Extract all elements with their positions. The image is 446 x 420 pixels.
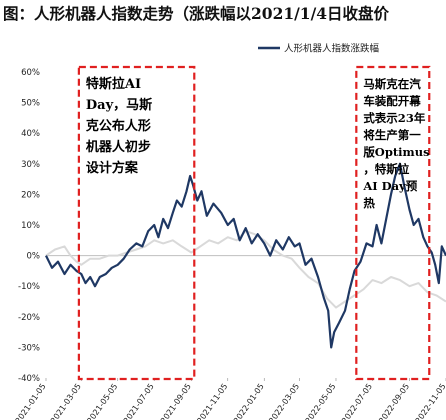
y-tick-label: 0% — [27, 252, 41, 262]
x-tick-label: 2021-07-05 — [122, 382, 156, 420]
annotation-text-line: Day，马斯 — [86, 97, 152, 113]
annotation-text-line: 马斯克在汽 — [363, 77, 421, 91]
chart-title: 图：人形机器人指数走势（涨跌幅以2021/1/4日收盘价 — [3, 4, 390, 23]
y-tick-label: 40% — [21, 129, 40, 139]
annotation-text-line: 热 — [363, 196, 375, 210]
x-tick-label: 2022-03-05 — [267, 382, 301, 420]
annotation-text-line: 车装配开幕 — [363, 94, 421, 108]
x-tick-label: 2022-07-05 — [340, 382, 374, 420]
x-tick-label: 2021-09-05 — [159, 382, 193, 420]
annotation-text-line: ，特斯拉 — [363, 162, 409, 176]
y-tick-label: -20% — [18, 313, 40, 323]
x-tick-label: 2022-09-05 — [377, 382, 411, 420]
series-line-benchmark — [45, 230, 446, 309]
annotation-text-line: 设计方案 — [86, 160, 139, 176]
annotation-text-line: 版Optimus — [363, 145, 429, 159]
y-tick-label: -10% — [18, 282, 40, 292]
annotation-box — [77, 65, 196, 381]
y-tick-label: 10% — [21, 221, 40, 231]
x-tick-label: 2021-05-05 — [85, 382, 119, 420]
annotation-text-line: 机器人初步 — [86, 139, 151, 155]
x-tick-label: 2022-01-05 — [232, 382, 266, 420]
legend-label: 人形机器人指数涨跌幅 — [284, 43, 380, 55]
annotation-text-line: AI Day预 — [362, 179, 417, 193]
x-tick-label: 2021-03-05 — [49, 382, 83, 420]
annotation-text-line: 克公布人形 — [86, 118, 151, 134]
y-tick-label: 20% — [21, 190, 40, 200]
x-tick-label: 2021-11-05 — [195, 382, 229, 420]
y-tick-label: -30% — [18, 343, 40, 353]
y-tick-label: 50% — [21, 99, 40, 109]
annotation-text-line: 特斯拉AI — [86, 76, 141, 92]
annotation-text-line: 将生产第一 — [363, 128, 421, 142]
x-tick-label: 2022-05-05 — [304, 382, 338, 420]
y-tick-label: -40% — [18, 374, 40, 384]
series-line-index — [45, 162, 446, 349]
annotation-text-line: 式表示23年 — [363, 111, 426, 125]
y-tick-label: 60% — [21, 68, 40, 78]
y-tick-label: 30% — [21, 160, 40, 170]
x-tick-label: 2022-11-05 — [414, 382, 446, 420]
annotation-box — [355, 65, 431, 381]
x-tick-label: 2021-01-05 — [14, 382, 48, 420]
